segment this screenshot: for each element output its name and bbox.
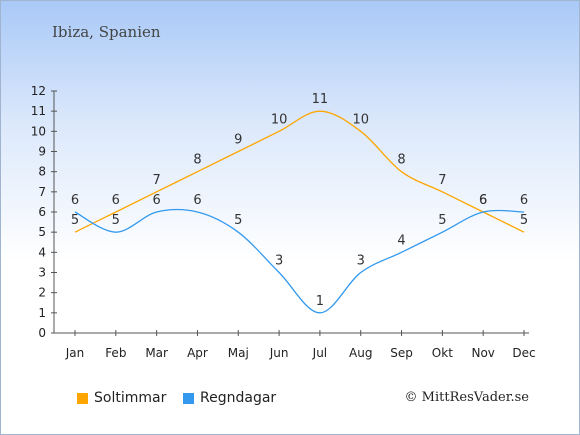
y-tick-label: 6 xyxy=(38,205,46,219)
data-label-sun: 6 xyxy=(112,193,120,208)
data-label-sun: 7 xyxy=(438,173,446,188)
legend-label-rain: Regndagar xyxy=(200,390,277,406)
data-label-sun: 10 xyxy=(352,112,369,127)
y-tick-label: 4 xyxy=(38,245,46,259)
data-label-rain: 5 xyxy=(234,213,242,228)
legend-item-sun: Soltimmar xyxy=(77,390,166,406)
y-tick-label: 10 xyxy=(31,124,46,138)
x-tick-label: Feb xyxy=(105,346,126,360)
data-label-sun: 9 xyxy=(234,133,242,148)
data-label-rain: 3 xyxy=(275,254,283,269)
chart-lines xyxy=(74,110,525,314)
y-tick-label: 7 xyxy=(38,185,46,199)
x-tick-label: Sep xyxy=(390,346,413,360)
data-label-rain: 6 xyxy=(152,193,160,208)
x-tick-label: Jul xyxy=(312,346,327,360)
y-tick-label: 3 xyxy=(38,266,46,280)
data-label-sun: 5 xyxy=(520,213,528,228)
y-tick-label: 1 xyxy=(38,306,46,320)
x-tick-label: Dec xyxy=(512,346,535,360)
location-title: Ibiza, Spanien xyxy=(52,23,161,41)
x-tick-label: Mar xyxy=(145,346,168,360)
y-tick-label: 8 xyxy=(38,165,46,179)
legend-label-sun: Soltimmar xyxy=(94,390,167,406)
data-label-sun: 10 xyxy=(271,112,288,127)
data-label-rain: 6 xyxy=(479,193,487,208)
x-tick-label: Apr xyxy=(187,346,208,360)
x-tick-label: Okt xyxy=(432,346,453,360)
data-label-sun: 6 xyxy=(479,193,487,208)
y-tick-label: 9 xyxy=(38,145,46,159)
y-tick-label: 5 xyxy=(38,225,46,239)
data-label-rain: 6 xyxy=(193,193,201,208)
series-line-rain xyxy=(74,208,525,314)
legend-swatch-rain xyxy=(183,392,194,404)
data-label-sun: 8 xyxy=(397,153,405,168)
legend-swatch-sun xyxy=(77,392,88,404)
data-label-rain: 6 xyxy=(520,193,528,208)
x-tick-label: Jan xyxy=(65,346,85,360)
y-tick-label: 12 xyxy=(31,84,46,98)
data-label-rain: 1 xyxy=(316,294,324,309)
data-label-sun: 5 xyxy=(71,213,79,228)
x-tick-label: Aug xyxy=(349,346,372,360)
y-tick-label: 0 xyxy=(38,326,46,340)
data-label-sun: 7 xyxy=(152,173,160,188)
data-label-sun: 8 xyxy=(193,153,201,168)
data-label-rain: 5 xyxy=(112,213,120,228)
y-tick-label: 2 xyxy=(38,286,46,300)
data-label-rain: 4 xyxy=(397,233,405,248)
x-tick-label: Nov xyxy=(471,346,494,360)
data-label-rain: 5 xyxy=(438,213,446,228)
x-tick-label: Jun xyxy=(269,346,289,360)
copyright: © MittResVader.se xyxy=(404,390,529,405)
x-tick-label: Maj xyxy=(228,346,249,360)
series-line-sun xyxy=(74,110,525,233)
data-label-rain: 6 xyxy=(71,193,79,208)
y-tick-label: 11 xyxy=(31,104,46,118)
data-label-sun: 11 xyxy=(312,92,329,107)
legend-item-rain: Regndagar xyxy=(183,390,276,406)
data-label-rain: 3 xyxy=(357,254,365,269)
